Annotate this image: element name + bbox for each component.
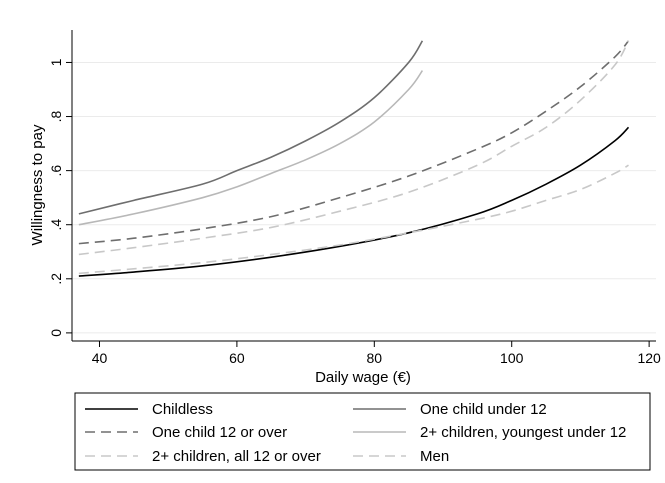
- series-line-1: [78, 40, 424, 215]
- series-line-5: [78, 164, 629, 275]
- legend-label-0: Childless: [152, 401, 213, 418]
- x-tick-label: 40: [92, 350, 108, 366]
- legend-label-5: Men: [420, 448, 449, 465]
- axes: [71, 30, 656, 342]
- series-line-0: [78, 126, 630, 277]
- legend-label-2: One child 12 or over: [152, 424, 287, 441]
- legend-items: Childless One child under 12 One child 12 …: [85, 401, 626, 465]
- y-tick-label: .6: [48, 165, 64, 177]
- y-tick-label: 1: [48, 58, 64, 66]
- series-line-3: [78, 70, 424, 226]
- series-line-2: [78, 40, 630, 245]
- legend-label-4: 2+ children, all 12 or over: [152, 448, 321, 465]
- y-axis-title: Willingness to pay: [29, 124, 46, 245]
- series-line-4: [78, 40, 630, 256]
- x-tick-label: 80: [367, 350, 383, 366]
- legend-label-3: 2+ children, youngest under 12: [420, 424, 626, 441]
- y-tick-label: .8: [48, 110, 64, 122]
- y-tick-label: 0: [48, 329, 64, 337]
- gridlines: [72, 61, 656, 334]
- x-tick-label: 120: [637, 350, 661, 366]
- y-tick-label: .2: [48, 273, 64, 285]
- legend-label-1: One child under 12: [420, 401, 547, 418]
- x-tick-label: 60: [229, 350, 245, 366]
- x-axis-title: Daily wage (€): [315, 369, 411, 386]
- plot-lines: [78, 40, 630, 277]
- axis-ticks: 40 60 80 100 120 0 .2 .4 .6 .8 1: [48, 58, 661, 366]
- x-tick-label: 100: [500, 350, 524, 366]
- legend: Childless One child under 12 One child 12 …: [74, 392, 651, 471]
- y-tick-label: .4: [48, 219, 64, 231]
